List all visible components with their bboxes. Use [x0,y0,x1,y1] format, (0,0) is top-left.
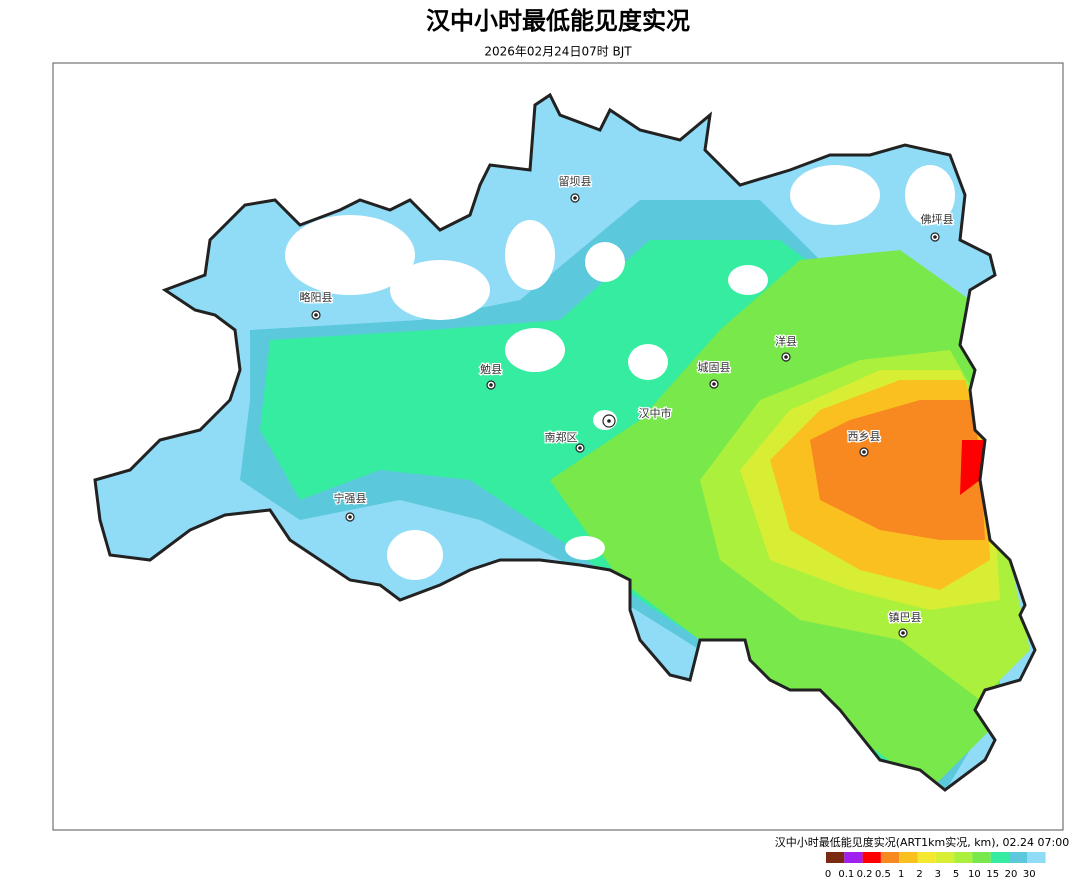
place-label: 留坝县 [559,174,592,188]
legend-swatch [1009,852,1028,863]
legend-swatch [826,852,845,863]
legend-label: 0.5 [875,869,891,880]
legend-swatch [1027,852,1046,863]
legend-swatch [935,852,955,863]
subtitle: 2026年02月24日07时 BJT [484,45,632,59]
legend-label: 20 [1005,869,1018,880]
place-dot [348,515,352,519]
visibility-field [95,95,1035,790]
legend-swatch [862,852,881,863]
place-label: 汉中市 [639,406,672,420]
frame [52,62,1064,831]
legend-label: 3 [935,869,941,880]
legend-swatch [899,852,918,863]
place-label: 城固县 [698,361,731,374]
legend-label: 0.2 [857,869,873,880]
legend-label: 0.1 [838,869,854,880]
legend-label: 15 [986,869,999,880]
legend-label: 10 [968,869,981,880]
legend-swatch [972,852,991,863]
legend-label: 30 [1023,869,1036,880]
place-label: 宁强县 [334,491,367,505]
place-dot [712,382,716,386]
place-label: 洋县 [775,334,797,348]
legend-label: 5 [953,869,959,880]
place-dot [862,450,866,454]
place-label: 镇巴县 [889,610,922,624]
place-dot [901,631,905,635]
place-label: 南郑区 [545,430,578,444]
place-dot [489,383,493,387]
legend-swatch [990,852,1009,863]
place-label: 西乡县 [848,430,881,443]
legend: 0 0.1 0.2 0.5 1 2 3 5 10 15 20 30 [825,852,1046,880]
place-dot [578,446,582,450]
legend-swatch [844,852,863,863]
place-dot [573,196,577,200]
legend-swatch [917,852,936,863]
place-dot [784,355,788,359]
place-dot [607,419,611,423]
place-label: 佛坪县 [921,213,954,226]
legend-label: 2 [916,869,922,880]
legend-label: 0 [825,869,831,880]
title: 汉中小时最低能见度实况 [426,7,690,35]
legend-label: 1 [898,869,904,880]
place-dot [314,313,318,317]
place-label: 略阳县 [300,290,333,304]
legend-swatch [880,852,900,863]
legend-title: 汉中小时最低能见度实况(ART1km实况, km), 02.24 07:00 [775,835,1070,849]
legend-swatch [954,852,973,863]
place-dot [933,235,937,239]
place-label: 勉县 [480,362,502,376]
